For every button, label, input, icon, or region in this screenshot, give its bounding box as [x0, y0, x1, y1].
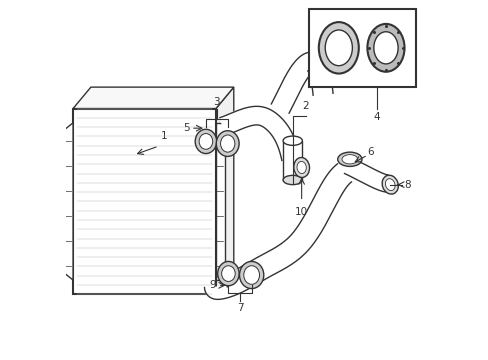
Ellipse shape	[195, 129, 216, 154]
Text: 6: 6	[366, 147, 373, 157]
Ellipse shape	[216, 131, 239, 157]
Ellipse shape	[341, 155, 357, 164]
Text: 4: 4	[373, 112, 379, 122]
Ellipse shape	[293, 158, 309, 177]
Ellipse shape	[366, 24, 404, 72]
Text: 1: 1	[161, 131, 167, 141]
Ellipse shape	[217, 261, 239, 286]
Text: 9: 9	[208, 280, 215, 291]
Bar	[308, 9, 415, 87]
Polygon shape	[344, 158, 387, 192]
Ellipse shape	[318, 22, 358, 73]
Ellipse shape	[296, 161, 305, 174]
Text: 10: 10	[294, 207, 307, 217]
Polygon shape	[271, 52, 332, 113]
Text: 7: 7	[236, 303, 243, 313]
Ellipse shape	[382, 175, 398, 194]
Text: 5: 5	[183, 123, 189, 133]
Text: 8: 8	[404, 180, 410, 190]
Ellipse shape	[337, 152, 361, 166]
Ellipse shape	[244, 266, 259, 284]
Polygon shape	[73, 87, 233, 109]
Ellipse shape	[373, 32, 397, 64]
Polygon shape	[216, 87, 233, 294]
Text: 2: 2	[302, 102, 308, 111]
Bar	[73, 109, 216, 294]
Ellipse shape	[239, 261, 263, 289]
Ellipse shape	[283, 136, 302, 145]
Ellipse shape	[199, 134, 212, 149]
Ellipse shape	[220, 135, 234, 152]
Polygon shape	[64, 123, 73, 280]
Ellipse shape	[283, 175, 302, 185]
Ellipse shape	[325, 30, 352, 66]
Ellipse shape	[385, 179, 394, 190]
Ellipse shape	[221, 266, 235, 282]
Polygon shape	[204, 164, 351, 300]
Polygon shape	[216, 123, 224, 280]
Bar	[283, 141, 302, 180]
Polygon shape	[220, 106, 300, 161]
Text: 3: 3	[213, 97, 220, 107]
